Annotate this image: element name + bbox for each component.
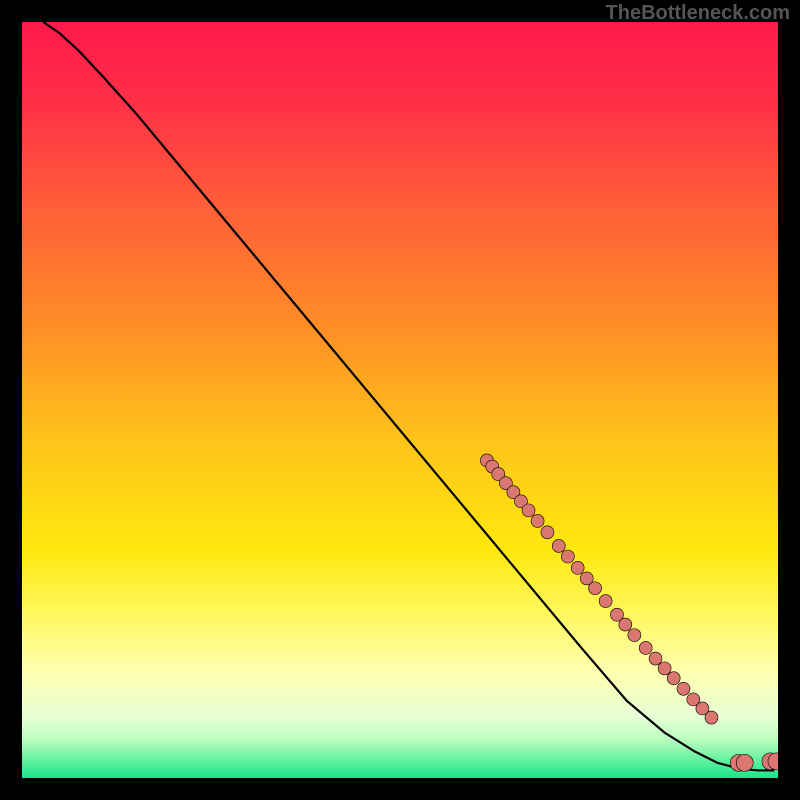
data-marker — [677, 682, 690, 695]
data-marker — [589, 582, 602, 595]
chart-svg — [22, 22, 778, 778]
data-marker — [705, 711, 718, 724]
data-marker — [649, 652, 662, 665]
data-marker — [571, 561, 584, 574]
data-marker — [541, 526, 554, 539]
data-marker — [531, 514, 544, 527]
data-marker — [628, 629, 641, 642]
data-marker — [552, 539, 565, 552]
chart-plot-area — [22, 22, 778, 778]
data-marker — [639, 641, 652, 654]
data-marker — [658, 662, 671, 675]
data-marker — [736, 754, 753, 771]
data-marker — [561, 550, 574, 563]
data-marker — [522, 504, 535, 517]
data-marker — [599, 595, 612, 608]
data-marker — [667, 672, 680, 685]
watermark-text: TheBottleneck.com — [606, 2, 790, 25]
data-marker — [619, 618, 632, 631]
